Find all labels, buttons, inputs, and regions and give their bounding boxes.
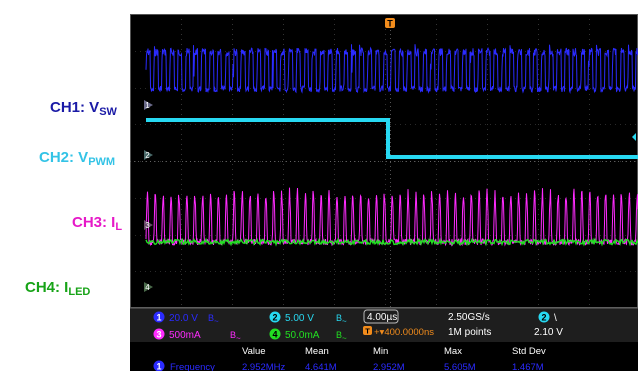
record-length: 1M points	[448, 327, 491, 338]
ch3-waveform	[146, 188, 638, 245]
ch2-label-sub: PWM	[88, 156, 115, 168]
ch4-label: CH4: ILED	[25, 279, 90, 298]
ch3-ground-marker-text: 3	[145, 221, 150, 230]
ch2-coupling-symbol: ~	[342, 317, 347, 326]
header-max: Max	[444, 346, 462, 357]
measurement-value: 2.952MHz	[242, 362, 286, 371]
oscilloscope-screen: T 1 2 3 4 1 20.0 V B ~ 2 5.00 V B ~ 3 50…	[130, 14, 638, 371]
ch2-label-main: CH2: V	[39, 149, 88, 166]
ch3-label: CH3: IL	[72, 214, 122, 233]
header-min: Min	[373, 346, 388, 357]
trigger-pos-icon: T	[365, 327, 370, 336]
header-value: Value	[242, 346, 266, 357]
ch1-ground-marker[interactable]: 1	[144, 100, 153, 110]
measurement-table: Value Mean Min Max Std Dev 1 Frequency 2…	[130, 343, 638, 371]
ch2-scale: 5.00 V	[285, 313, 314, 324]
ch1-label-main: CH1: V	[50, 99, 99, 116]
trigger-source-badge: 2	[541, 313, 546, 323]
measurement-badge: 1	[156, 362, 161, 371]
ch1-scale: 20.0 V	[169, 313, 198, 324]
ch1-badge: 1	[156, 313, 161, 323]
ch1-coupling-symbol: ~	[214, 317, 219, 326]
ch1-waveform	[146, 44, 638, 92]
sample-rate: 2.50GS/s	[448, 312, 490, 323]
trigger-slope: \	[554, 313, 557, 324]
measurement-mean: 4.641M	[305, 362, 337, 371]
ch1-ground-marker-text: 1	[145, 101, 150, 110]
ch2-ground-marker-text: 2	[145, 151, 150, 160]
measurement-min: 2.952M	[373, 362, 405, 371]
ch3-label-main: CH3: I	[72, 214, 115, 231]
trigger-level: 2.10 V	[534, 327, 563, 338]
ch2-waveform	[146, 120, 638, 157]
ch4-label-sub: LED	[68, 286, 90, 298]
ch3-coupling-symbol: ~	[236, 334, 241, 343]
ch2-label: CH2: VPWM	[39, 149, 115, 168]
ch4-coupling-symbol: ~	[342, 334, 347, 343]
trigger-position: +▾400.0000ns	[374, 327, 434, 338]
ch4-ground-marker-text: 4	[145, 283, 150, 292]
ch2-badge: 2	[272, 313, 277, 323]
ch4-badge: 4	[272, 330, 277, 340]
timebase: 4.00µs	[367, 312, 397, 323]
ch3-ground-marker[interactable]: 3	[144, 220, 153, 230]
measurement-max: 5.605M	[444, 362, 476, 371]
trigger-marker[interactable]: T	[385, 18, 395, 29]
header-mean: Mean	[305, 346, 329, 357]
ch4-scale: 50.0mA	[285, 330, 320, 341]
ch3-label-sub: L	[115, 221, 122, 233]
ch4-label-main: CH4: I	[25, 279, 68, 296]
ch1-label: CH1: VSW	[50, 99, 117, 118]
trigger-marker-text: T	[387, 19, 393, 29]
ch3-scale: 500mA	[169, 330, 201, 341]
ch1-label-sub: SW	[99, 106, 117, 118]
measurement-name: Frequency	[170, 362, 215, 371]
ch3-badge: 3	[156, 330, 161, 340]
ch4-ground-marker[interactable]: 4	[144, 282, 153, 292]
header-stddev: Std Dev	[512, 346, 546, 357]
measurement-stddev: 1.467M	[512, 362, 544, 371]
ch2-ground-marker[interactable]: 2	[144, 150, 153, 160]
trigger-level-marker[interactable]	[632, 133, 636, 141]
